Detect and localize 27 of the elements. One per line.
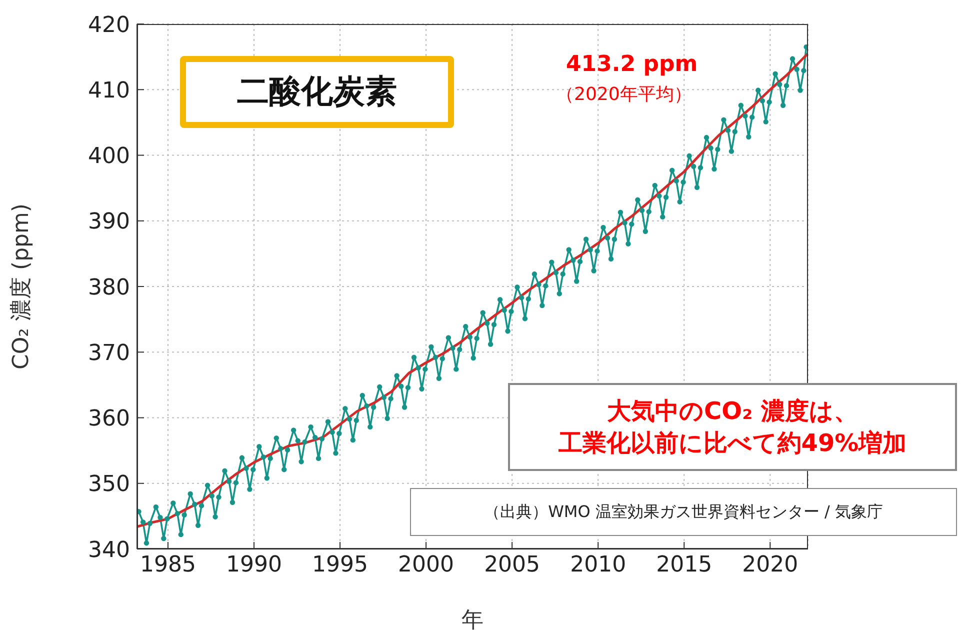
y-tick-label: 370 [88,340,130,366]
y-tick-label: 410 [88,78,130,104]
y-tick-label: 340 [88,538,130,563]
y-tick-label: 390 [88,210,130,235]
y-tick-label: 400 [88,144,130,170]
annotation: （出典）WMO 温室効果ガス世界資料センター / 気象庁 [484,502,883,522]
y-tick-label: 420 [88,12,130,38]
annotation: 大気中のCO₂ 濃度は、 [607,396,858,427]
y-tick-label: 380 [88,275,130,300]
x-tick-label: 2010 [570,552,626,578]
x-tick-label: 2005 [484,552,540,578]
x-tick-label: 1990 [226,552,282,578]
y-tick-label: 360 [88,406,130,432]
annotation: （2020年平均） [556,83,692,106]
source-box: （出典）WMO 温室効果ガス世界資料センター / 気象庁 [410,488,957,536]
y-tick-label: 350 [88,472,130,498]
x-tick-label: 2020 [742,552,798,578]
title-box: 二酸化炭素 [180,56,454,128]
note-box: 大気中のCO₂ 濃度は、 工業化以前に比べて約49%増加 [508,383,957,471]
x-axis-title: 年 [462,608,484,630]
x-tick-label: 1995 [312,552,368,578]
x-tick-label: 2015 [656,552,712,578]
annotation: 413.2 ppm [566,52,698,77]
x-tick-label: 1985 [140,552,196,578]
x-tick-label: 2000 [398,552,454,578]
y-axis-title: CO₂ 濃度 (ppm) [8,203,34,370]
annotation: 工業化以前に比べて約49%増加 [558,428,907,459]
